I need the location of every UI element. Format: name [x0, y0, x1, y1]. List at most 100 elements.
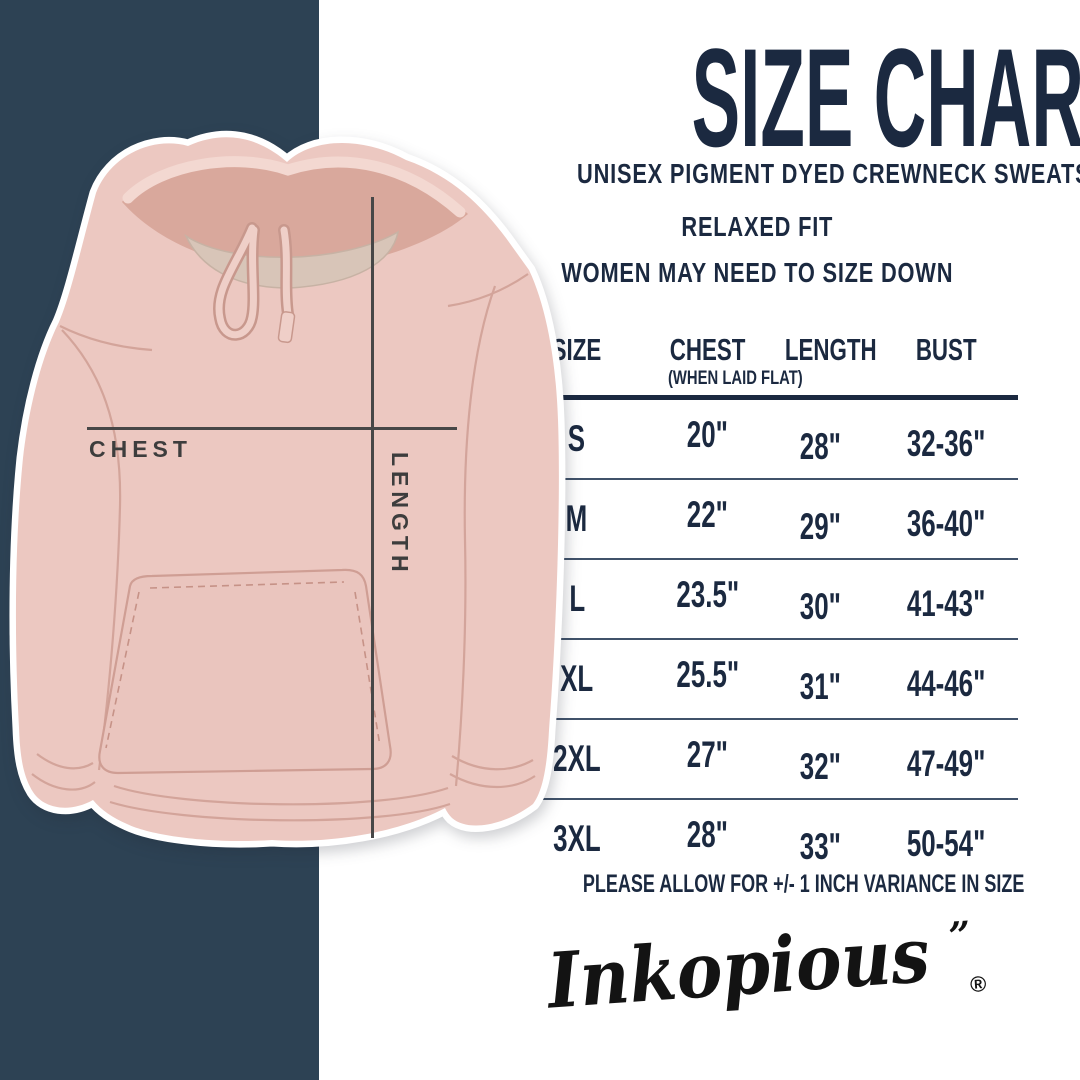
- length-value: 30": [799, 585, 842, 627]
- pocket-stitching: [105, 581, 381, 749]
- size-cell: XL: [505, 660, 649, 697]
- chest-cell: 25.5": [649, 656, 767, 693]
- size-cell: 2XL: [505, 740, 649, 777]
- page-title-text: SIZE CHART: [691, 19, 1080, 176]
- table-row: M 22" 29" 36-40": [505, 480, 1018, 560]
- chest-note-text: (WHEN LAID FLAT): [667, 368, 803, 389]
- bust-cell: 32-36": [874, 425, 1018, 462]
- length-cell: 29": [767, 508, 875, 545]
- header-rule: [505, 395, 1018, 400]
- drawstring-left-face: [215, 224, 258, 339]
- chest-label: CHEST: [89, 436, 192, 462]
- bust-value: 41-43": [906, 582, 986, 624]
- hem-band-line-top: [113, 784, 449, 806]
- cuff-line-left-1: [36, 753, 94, 770]
- subtitle-sizing: WOMEN MAY NEED TO SIZE DOWN: [497, 259, 1017, 287]
- length-value: 29": [799, 505, 842, 547]
- variance-footnote-text: PLEASE ALLOW FOR +/- 1 INCH VARIANCE IN …: [582, 870, 1025, 898]
- chest-value: 20": [687, 413, 729, 455]
- size-cell: S: [505, 420, 649, 457]
- length-cell: 32": [767, 748, 875, 785]
- table-row: 2XL 27" 32" 47-49": [505, 720, 1018, 800]
- bust-cell: 44-46": [874, 665, 1018, 702]
- sleeve-seam-right: [454, 285, 497, 787]
- length-value: 33": [799, 825, 842, 867]
- col-header-length: LENGTH: [767, 322, 877, 395]
- col-header-size-text: SIZE: [552, 332, 602, 367]
- length-label: LENGTH: [387, 452, 413, 577]
- length-cell: 28": [767, 428, 875, 465]
- col-header-size: SIZE: [505, 322, 649, 395]
- chest-cell: 27": [649, 736, 767, 773]
- chest-value: 27": [687, 733, 729, 775]
- chest-cell: 20": [649, 416, 767, 453]
- subtitle-fabric: UNISEX PIGMENT DYED CREWNECK SWEATSHIRT: [497, 160, 1080, 188]
- brand-logo: Inkopious ” ®: [495, 904, 1020, 1029]
- length-measure-line: [371, 197, 374, 838]
- length-value: 31": [799, 665, 842, 707]
- col-header-bust-text: BUST: [915, 332, 977, 367]
- chest-note: (WHEN LAID FLAT): [649, 369, 803, 388]
- chest-measure-line: [87, 427, 457, 430]
- col-header-length-text: LENGTH: [784, 332, 877, 367]
- subtitle-fabric-text: UNISEX PIGMENT DYED CREWNECK SWEATSHIRT: [577, 158, 1080, 189]
- size-value: L: [568, 577, 585, 619]
- bust-cell: 41-43": [874, 585, 1018, 622]
- pocket-stitch-left: [105, 591, 140, 749]
- cuff-line-right-2: [449, 773, 536, 789]
- page-title: SIZE CHART: [490, 28, 1080, 168]
- bust-value: 32-36": [906, 422, 986, 464]
- pocket-stitch-right: [354, 591, 381, 747]
- length-value: 28": [799, 425, 842, 467]
- table-row: 3XL 28" 33" 50-54": [505, 800, 1018, 878]
- cuff-line-left-2: [31, 773, 96, 791]
- col-header-chest: CHEST (WHEN LAID FLAT): [649, 322, 803, 395]
- kangaroo-pocket: [98, 568, 392, 775]
- pocket-stitch-top: [149, 581, 345, 589]
- bust-value: 47-49": [906, 742, 986, 784]
- chest-value: 22": [687, 493, 729, 535]
- registered-trademark-icon: ®: [969, 971, 988, 998]
- table-row: S 20" 28" 32-36": [505, 400, 1018, 480]
- shoulder-stitch-left: [59, 325, 153, 352]
- size-value: XL: [560, 657, 594, 699]
- col-header-bust: BUST: [874, 322, 1018, 395]
- bust-value: 50-54": [906, 822, 986, 864]
- chest-value: 23.5": [676, 573, 739, 615]
- size-cell: 3XL: [505, 820, 649, 857]
- subtitle-fit-text: RELAXED FIT: [681, 211, 833, 242]
- bust-cell: 47-49": [874, 745, 1018, 782]
- length-value: 32": [799, 745, 842, 787]
- subtitle-fit: RELAXED FIT: [497, 213, 1017, 241]
- subtitle-sizing-text: WOMEN MAY NEED TO SIZE DOWN: [561, 257, 953, 288]
- chest-cell: 22": [649, 496, 767, 533]
- drawstring-right-face: [280, 226, 292, 318]
- chest-cell: 28": [649, 816, 767, 853]
- bust-value: 36-40": [906, 502, 986, 544]
- hood-rim: [122, 156, 466, 218]
- drawstring-aglet: [277, 311, 296, 344]
- size-table: SIZE CHEST (WHEN LAID FLAT) LENGTH BUST …: [505, 322, 1018, 878]
- sleeve-seam-left: [61, 329, 122, 771]
- size-cell: L: [505, 580, 649, 617]
- size-value: 3XL: [553, 817, 601, 859]
- col-header-chest-text: CHEST: [669, 332, 746, 367]
- cuff-line-right-1: [451, 755, 534, 771]
- bust-cell: 50-54": [874, 825, 1018, 862]
- logo-flourish: ”: [947, 912, 973, 959]
- length-cell: 30": [767, 588, 875, 625]
- size-value: M: [566, 497, 588, 539]
- chest-value: 25.5": [676, 653, 739, 695]
- bust-cell: 36-40": [874, 505, 1018, 542]
- hoodie-illustration: [9, 130, 566, 848]
- size-value: 2XL: [553, 737, 601, 779]
- logo-text: Inkopious: [544, 910, 932, 1026]
- size-cell: M: [505, 500, 649, 537]
- chest-cell: 23.5": [649, 576, 767, 613]
- bust-value: 44-46": [906, 662, 986, 704]
- hem-band-line-bottom: [109, 800, 451, 822]
- table-row: XL 25.5" 31" 44-46": [505, 640, 1018, 720]
- size-value: S: [568, 417, 586, 459]
- variance-footnote: PLEASE ALLOW FOR +/- 1 INCH VARIANCE IN …: [497, 872, 1025, 897]
